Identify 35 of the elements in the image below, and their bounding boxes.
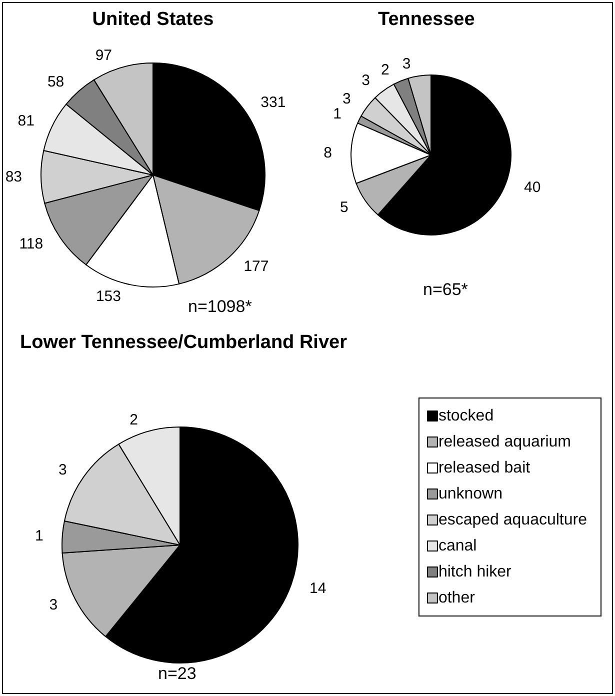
data-label: 331	[260, 94, 286, 112]
legend-label: other	[438, 590, 476, 606]
data-label: 118	[19, 236, 44, 253]
legend-label: canal	[438, 538, 477, 554]
legend-label: released aquarium	[438, 434, 571, 450]
data-label: 58	[47, 73, 64, 90]
data-label: 3	[362, 72, 370, 90]
data-label: 177	[244, 258, 269, 275]
data-label: 5	[340, 198, 348, 216]
data-label: 97	[95, 47, 112, 64]
data-label: 83	[5, 168, 22, 186]
data-label: 3	[342, 90, 351, 108]
data-label: 3	[402, 55, 411, 72]
data-label: 8	[324, 144, 332, 162]
data-label: 3	[49, 596, 58, 614]
data-label: 2	[380, 61, 390, 78]
legend-label: released bait	[438, 460, 531, 476]
legend-label: unknown	[438, 486, 502, 502]
data-label: 1	[34, 528, 44, 545]
text: n=23	[158, 664, 196, 683]
text: n=65*	[423, 280, 468, 299]
data-label: 40	[524, 179, 541, 196]
chart-title: United States	[92, 9, 214, 30]
chart-title: Tennessee	[378, 9, 475, 30]
data-label: 14	[309, 580, 326, 598]
legend-label: hitch hiker	[438, 564, 512, 580]
data-label: 1	[333, 106, 342, 123]
data-label: 153	[96, 288, 121, 305]
data-label: 3	[58, 462, 67, 479]
legend-label: escaped aquaculture	[438, 512, 588, 528]
data-label: 2	[130, 411, 138, 428]
chart-title: Lower Tennessee/Cumberland River	[20, 332, 348, 353]
legend-label: stocked	[438, 408, 494, 424]
data-label: 81	[18, 112, 34, 130]
text: n=1098*	[188, 297, 252, 316]
